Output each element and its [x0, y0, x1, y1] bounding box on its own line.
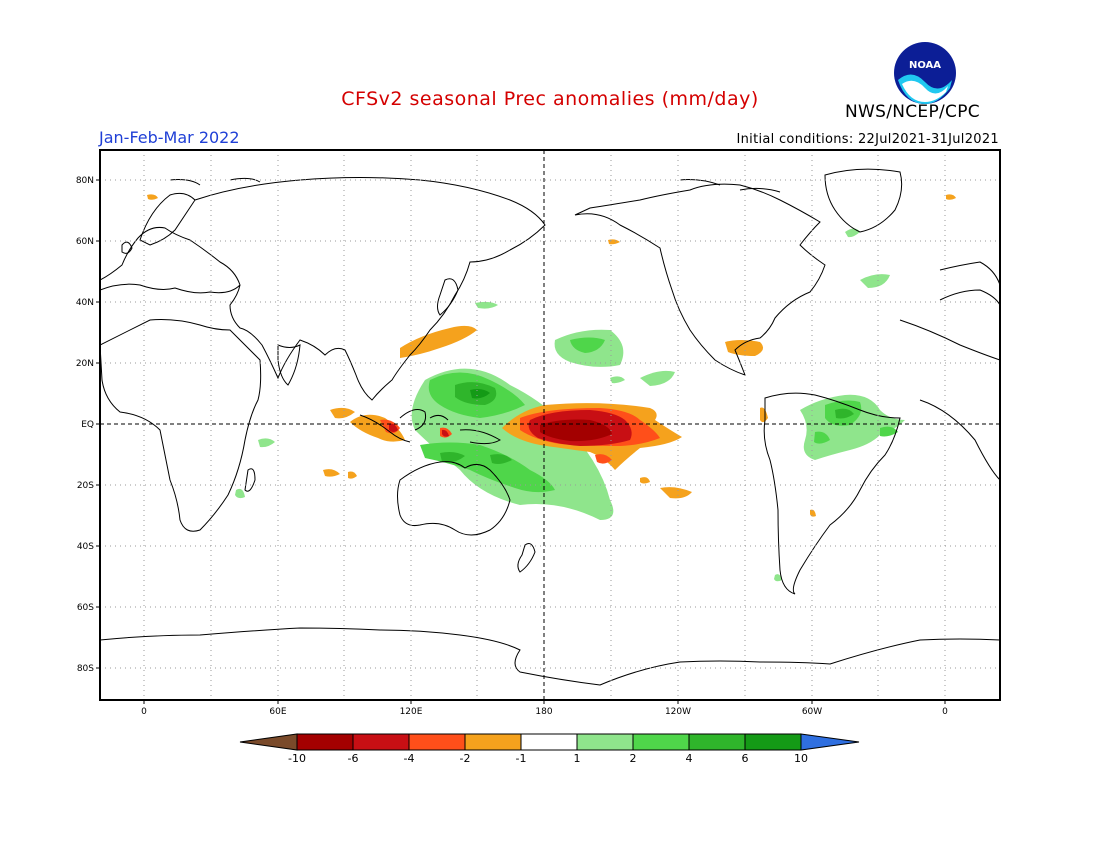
lat-label: 80S — [77, 664, 94, 674]
map-frame — [99, 149, 1001, 701]
coast-north-america — [574, 183, 826, 376]
colorbar-segment — [352, 733, 410, 751]
lat-label: 20N — [76, 359, 94, 369]
colorbar-label: 2 — [630, 752, 637, 765]
lon-label: 120W — [665, 707, 691, 717]
colorbar-segment — [632, 733, 690, 751]
longitude-ticks — [143, 700, 946, 704]
noaa-logo: NOAA — [892, 40, 958, 106]
map-title: CFSv2 seasonal Prec anomalies (mm/day) — [0, 88, 1100, 110]
initial-conditions: Initial conditions: 22Jul2021-31Jul2021 — [736, 132, 999, 147]
wet-xdark-regions — [470, 389, 490, 399]
colorbar-label: -4 — [404, 752, 415, 765]
lon-label: 0 — [141, 707, 147, 717]
colorbar-label: -2 — [460, 752, 471, 765]
coastlines — [100, 168, 1000, 686]
colorbar-segment — [296, 733, 354, 751]
colorbar-segment — [688, 733, 746, 751]
lat-label: 40N — [76, 298, 94, 308]
lon-label: 180 — [535, 707, 552, 717]
colorbar-segment — [408, 733, 466, 751]
dry-xdark-regions — [540, 419, 612, 442]
colorbar-segment — [576, 733, 634, 751]
title-text: CFSv2 seasonal Prec anomalies (mm/day) — [341, 88, 759, 110]
colorbar-label: 6 — [742, 752, 749, 765]
coast-japan — [437, 278, 459, 316]
colorbar-label: 10 — [794, 752, 808, 765]
colorbar-label: 1 — [574, 752, 581, 765]
lon-label: 60W — [802, 707, 822, 717]
coast-india — [277, 344, 301, 386]
coast-madagascar — [244, 468, 256, 492]
coast-africa — [100, 319, 262, 532]
latitude-labels: 80N 60N 40N 20N EQ 20S 40S 60S 80S — [76, 176, 94, 674]
colorbar-segment — [520, 733, 578, 751]
season-label: Jan-Feb-Mar 2022 — [99, 128, 240, 147]
colorbar: -10 -6 -4 -2 -1 1 2 4 6 10 — [239, 733, 860, 765]
colorbar-label: -6 — [348, 752, 359, 765]
colorbar-segment — [744, 733, 802, 751]
coast-antarctica — [100, 627, 1000, 686]
coast-europe — [100, 227, 241, 294]
coast-australia — [397, 461, 511, 536]
lon-label: 60E — [269, 707, 286, 717]
coast-indonesia — [359, 409, 501, 445]
coast-new-zealand — [517, 543, 536, 573]
latitude-ticks — [96, 179, 100, 669]
coast-britain — [121, 241, 133, 254]
coast-asia — [194, 177, 546, 401]
graticule — [100, 150, 1000, 700]
longitude-labels: 0 60E 120E 180 120W 60W 0 — [141, 707, 948, 717]
logo-text: NOAA — [909, 60, 941, 71]
lat-label: 60N — [76, 237, 94, 247]
lat-label: 60S — [77, 603, 94, 613]
coast-east-asia-right — [899, 261, 1000, 481]
lat-label: 20S — [77, 481, 94, 491]
colorbar-label: -10 — [288, 752, 306, 765]
colorbar-segment — [464, 733, 522, 751]
colorbar-label: -1 — [516, 752, 527, 765]
lat-label: 40S — [77, 542, 94, 552]
lat-label: EQ — [81, 420, 94, 430]
coast-scandinavia — [139, 192, 196, 246]
anomaly-fields — [100, 150, 1000, 700]
coast-greenland — [824, 168, 903, 233]
lon-label: 0 — [942, 707, 948, 717]
colorbar-label: 4 — [686, 752, 693, 765]
colorbar-arrow-left — [239, 733, 298, 751]
lon-label: 120E — [400, 707, 423, 717]
colorbar-arrow-right — [800, 733, 860, 751]
coast-south-america — [763, 392, 901, 595]
agency-label: NWS/NCEP/CPC — [845, 102, 980, 122]
lat-label: 80N — [76, 176, 94, 186]
coast-arctic-islands — [169, 177, 781, 193]
